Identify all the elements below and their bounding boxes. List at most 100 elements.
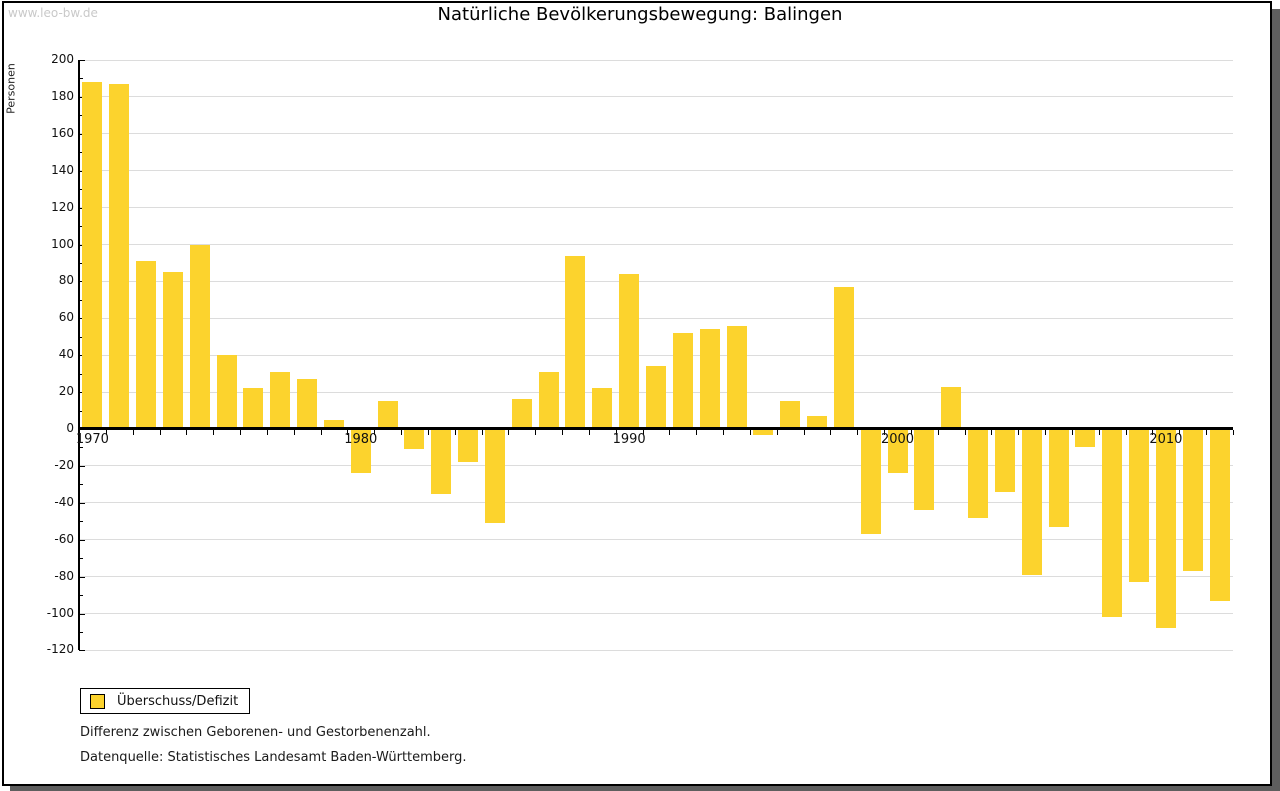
y-tick-label-20: 20 xyxy=(58,384,74,399)
bar-1980 xyxy=(350,429,371,474)
y-tick-label-140: 140 xyxy=(51,162,74,177)
bar-1986 xyxy=(511,399,532,429)
x-tick xyxy=(105,430,107,435)
y-tick-label-80: 80 xyxy=(58,273,74,288)
gridline--120 xyxy=(79,649,1233,651)
x-axis-zero-line xyxy=(79,427,1233,430)
x-tick xyxy=(186,430,188,435)
x-tick-label-2000: 2000 xyxy=(880,432,915,447)
y-tick xyxy=(79,392,85,394)
x-tick xyxy=(669,430,671,435)
x-tick xyxy=(1206,430,1208,435)
y-axis-line xyxy=(78,60,80,651)
x-tick-label-2010: 2010 xyxy=(1149,432,1183,447)
bar-1970 xyxy=(82,82,103,429)
bar-1987 xyxy=(538,371,559,429)
y-tick xyxy=(79,189,83,191)
y-tick xyxy=(79,447,83,449)
bar-1998 xyxy=(833,286,854,429)
bar-1983 xyxy=(431,429,452,494)
y-tick xyxy=(79,60,85,61)
x-tick xyxy=(910,430,912,435)
bar-2007 xyxy=(1075,429,1096,448)
x-tick xyxy=(937,430,939,435)
bar-1993 xyxy=(699,329,720,429)
bar-1979 xyxy=(323,419,344,429)
x-tick xyxy=(964,430,966,435)
x-tick xyxy=(696,430,698,435)
y-tick xyxy=(79,521,83,523)
x-tick xyxy=(830,430,832,435)
gridline--100 xyxy=(79,613,1233,614)
x-tick xyxy=(293,430,295,435)
y-tick xyxy=(79,595,83,597)
y-tick-label--80: -80 xyxy=(54,568,74,583)
bar-1975 xyxy=(216,355,237,429)
y-tick xyxy=(79,115,83,117)
bar-1988 xyxy=(565,255,586,429)
x-tick xyxy=(213,430,215,435)
bar-1996 xyxy=(780,401,801,429)
x-tick xyxy=(562,430,564,435)
x-tick xyxy=(1179,430,1181,435)
y-tick-label-40: 40 xyxy=(58,347,74,362)
bar-2004 xyxy=(994,429,1015,492)
y-tick xyxy=(79,502,85,504)
x-tick xyxy=(857,430,859,435)
y-tick xyxy=(79,152,83,154)
x-tick-label-1970: 1970 xyxy=(75,432,109,447)
bar-1992 xyxy=(672,333,693,429)
x-tick-label-1980: 1980 xyxy=(344,432,378,447)
gridline-180 xyxy=(79,96,1233,98)
x-tick xyxy=(240,430,242,435)
bar-2001 xyxy=(914,429,935,511)
watermark: www.leo-bw.de xyxy=(8,6,98,20)
y-axis-title: Personen xyxy=(4,63,18,114)
y-tick xyxy=(79,318,85,320)
y-tick xyxy=(79,78,83,80)
y-tick-label--40: -40 xyxy=(54,494,74,509)
x-tick xyxy=(991,430,993,435)
x-tick xyxy=(374,430,376,435)
bar-1994 xyxy=(726,325,747,429)
bar-1999 xyxy=(860,429,881,535)
x-tick xyxy=(454,430,456,435)
bar-2010 xyxy=(1155,429,1176,629)
y-tick-label--120: -120 xyxy=(46,642,74,657)
bar-2011 xyxy=(1182,429,1203,572)
gridline--80 xyxy=(79,576,1233,578)
bar-1972 xyxy=(136,261,157,429)
legend-swatch xyxy=(90,693,105,709)
bar-2012 xyxy=(1209,429,1230,601)
gridline-140 xyxy=(79,170,1233,172)
x-tick-label-1990: 1990 xyxy=(612,432,646,447)
y-tick-label-100: 100 xyxy=(51,236,74,251)
gridline-200 xyxy=(79,59,1233,61)
x-tick xyxy=(1098,430,1100,435)
bar-2000 xyxy=(887,429,908,474)
bar-2009 xyxy=(1129,429,1150,583)
legend: Überschuss/Defizit xyxy=(80,688,250,714)
y-tick xyxy=(79,558,83,560)
y-tick xyxy=(79,410,83,412)
x-tick xyxy=(1018,430,1020,435)
gridline-80 xyxy=(79,280,1233,282)
y-tick xyxy=(79,96,85,98)
bar-1991 xyxy=(646,366,666,429)
x-tick xyxy=(508,430,510,435)
y-tick-label-180: 180 xyxy=(51,88,74,103)
x-tick xyxy=(401,430,403,435)
bar-1995 xyxy=(753,429,774,435)
bar-1997 xyxy=(807,416,828,429)
x-tick xyxy=(320,430,322,435)
x-tick xyxy=(1045,430,1047,435)
bar-1976 xyxy=(243,388,264,429)
y-tick xyxy=(79,613,85,615)
bar-1973 xyxy=(162,272,183,429)
x-tick xyxy=(535,430,537,435)
y-tick xyxy=(79,336,83,338)
x-tick xyxy=(1125,430,1127,435)
y-tick xyxy=(79,650,85,652)
x-tick xyxy=(481,430,483,435)
